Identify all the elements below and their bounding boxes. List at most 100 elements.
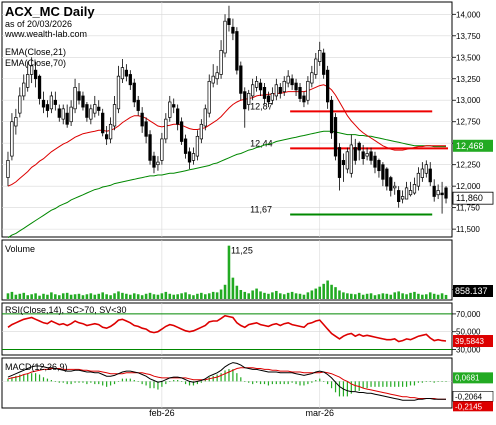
grid-layer	[2, 2, 452, 408]
macd-hist-bar	[334, 381, 337, 393]
ema70-line	[7, 130, 446, 239]
macd-hist-bar	[390, 381, 392, 387]
volume-bar	[247, 293, 250, 299]
macd-hist-bar	[291, 381, 293, 383]
volume-bar	[6, 293, 10, 299]
candle-body	[105, 134, 109, 140]
macd-hist-bar	[204, 379, 206, 382]
volume-bar	[432, 293, 436, 299]
macd-hist-bar	[224, 370, 226, 382]
macd-hist-bar	[338, 381, 341, 397]
volume-bar	[50, 292, 53, 299]
macd-hist-bar	[232, 369, 234, 382]
x-tick-label: feb-26	[149, 408, 175, 418]
candle-body	[326, 69, 330, 103]
macd-hist-bar	[425, 381, 427, 382]
candle-body	[176, 108, 180, 125]
macd-hist-bar	[31, 373, 33, 382]
volume-bar	[357, 292, 361, 299]
macd-hist-bar	[382, 381, 384, 387]
candle-body	[408, 190, 413, 196]
macd-hist-bar	[161, 381, 163, 387]
macd-hist-bar	[283, 381, 285, 385]
macd-hist-bar	[125, 378, 127, 382]
volume-bar	[381, 293, 385, 299]
candle-body	[85, 104, 89, 118]
volume-bar	[113, 293, 116, 299]
volume-bar	[204, 294, 207, 299]
price-tick-label: 13,250	[456, 75, 481, 84]
macd-hist-bar	[98, 381, 100, 385]
candle-body	[235, 31, 239, 71]
x-tick-label: mar-26	[305, 408, 334, 418]
price-tick-label: 11,500	[456, 225, 480, 234]
candle-body	[286, 75, 290, 84]
volume-bar	[342, 292, 345, 299]
candle-body	[385, 168, 389, 187]
price-tick-label: 11,750	[456, 204, 480, 213]
macd-hist-bar	[346, 381, 348, 397]
candle-body	[247, 93, 251, 105]
macd-hist-bar	[350, 381, 352, 394]
price-tick-label: 12,250	[456, 161, 481, 170]
volume-bar	[322, 283, 325, 299]
candle-body	[262, 86, 267, 99]
asof-label: as of 20/03/2026	[5, 19, 72, 29]
volume-bar	[109, 295, 112, 299]
candle-body	[404, 187, 409, 200]
volume-bar	[326, 280, 329, 299]
macd-hist-bar	[181, 381, 183, 382]
candle-body	[424, 164, 428, 174]
macd-hist-bar	[54, 381, 56, 382]
macd-hist-bar	[417, 381, 420, 383]
volume-bar	[377, 294, 381, 299]
volume-bar	[302, 294, 306, 299]
candle-body	[231, 26, 235, 34]
rsi-tick-label: 70,000	[456, 310, 481, 319]
volume-bar	[188, 294, 191, 299]
volume-bar	[22, 292, 26, 299]
volume-bar	[152, 294, 156, 299]
macd-hist-bar	[141, 381, 143, 385]
macd-hist-bar	[228, 369, 230, 382]
volume-bar	[361, 294, 365, 299]
macd-hist-bar	[133, 379, 135, 382]
candle-body	[77, 91, 81, 101]
candle-body	[444, 187, 448, 199]
candle-body	[381, 164, 385, 180]
macd-hist-bar	[106, 381, 108, 387]
macd-hist-bar	[113, 381, 116, 385]
candle-body	[69, 106, 73, 123]
macd-hist-badge	[453, 372, 493, 384]
volume-bar	[338, 290, 341, 299]
macd-hist-bar	[192, 381, 195, 386]
macd-hist-bar	[330, 381, 333, 389]
macd-hist-bar	[421, 381, 423, 383]
volume-bar	[440, 293, 444, 299]
volume-bar	[10, 291, 14, 299]
volume-bar	[373, 295, 377, 299]
macd-hist-bar	[74, 381, 76, 383]
volume-bar	[385, 293, 389, 299]
candle-body	[353, 147, 357, 161]
volume-bar	[294, 293, 298, 299]
macd-hist-bar	[86, 381, 88, 385]
volume-bar	[263, 292, 266, 299]
candle-body	[22, 82, 26, 97]
macd-hist-bar	[165, 381, 167, 385]
macd-hist-bar	[23, 374, 25, 382]
candle-body	[428, 168, 432, 183]
macd-hist-bar	[102, 381, 104, 386]
macd-hist-bar	[220, 373, 222, 382]
volume-bar	[271, 292, 274, 299]
candle-body	[45, 104, 50, 111]
ema21-line	[7, 84, 446, 187]
volume-bar	[121, 292, 124, 299]
candle-body	[400, 196, 405, 200]
candle-body	[310, 72, 314, 84]
volume-bar	[105, 294, 108, 299]
macd-hist-bar	[255, 381, 258, 383]
macd-hist-bar	[149, 381, 151, 389]
macd-hist-bar	[196, 381, 199, 385]
volume-bar	[81, 295, 85, 299]
